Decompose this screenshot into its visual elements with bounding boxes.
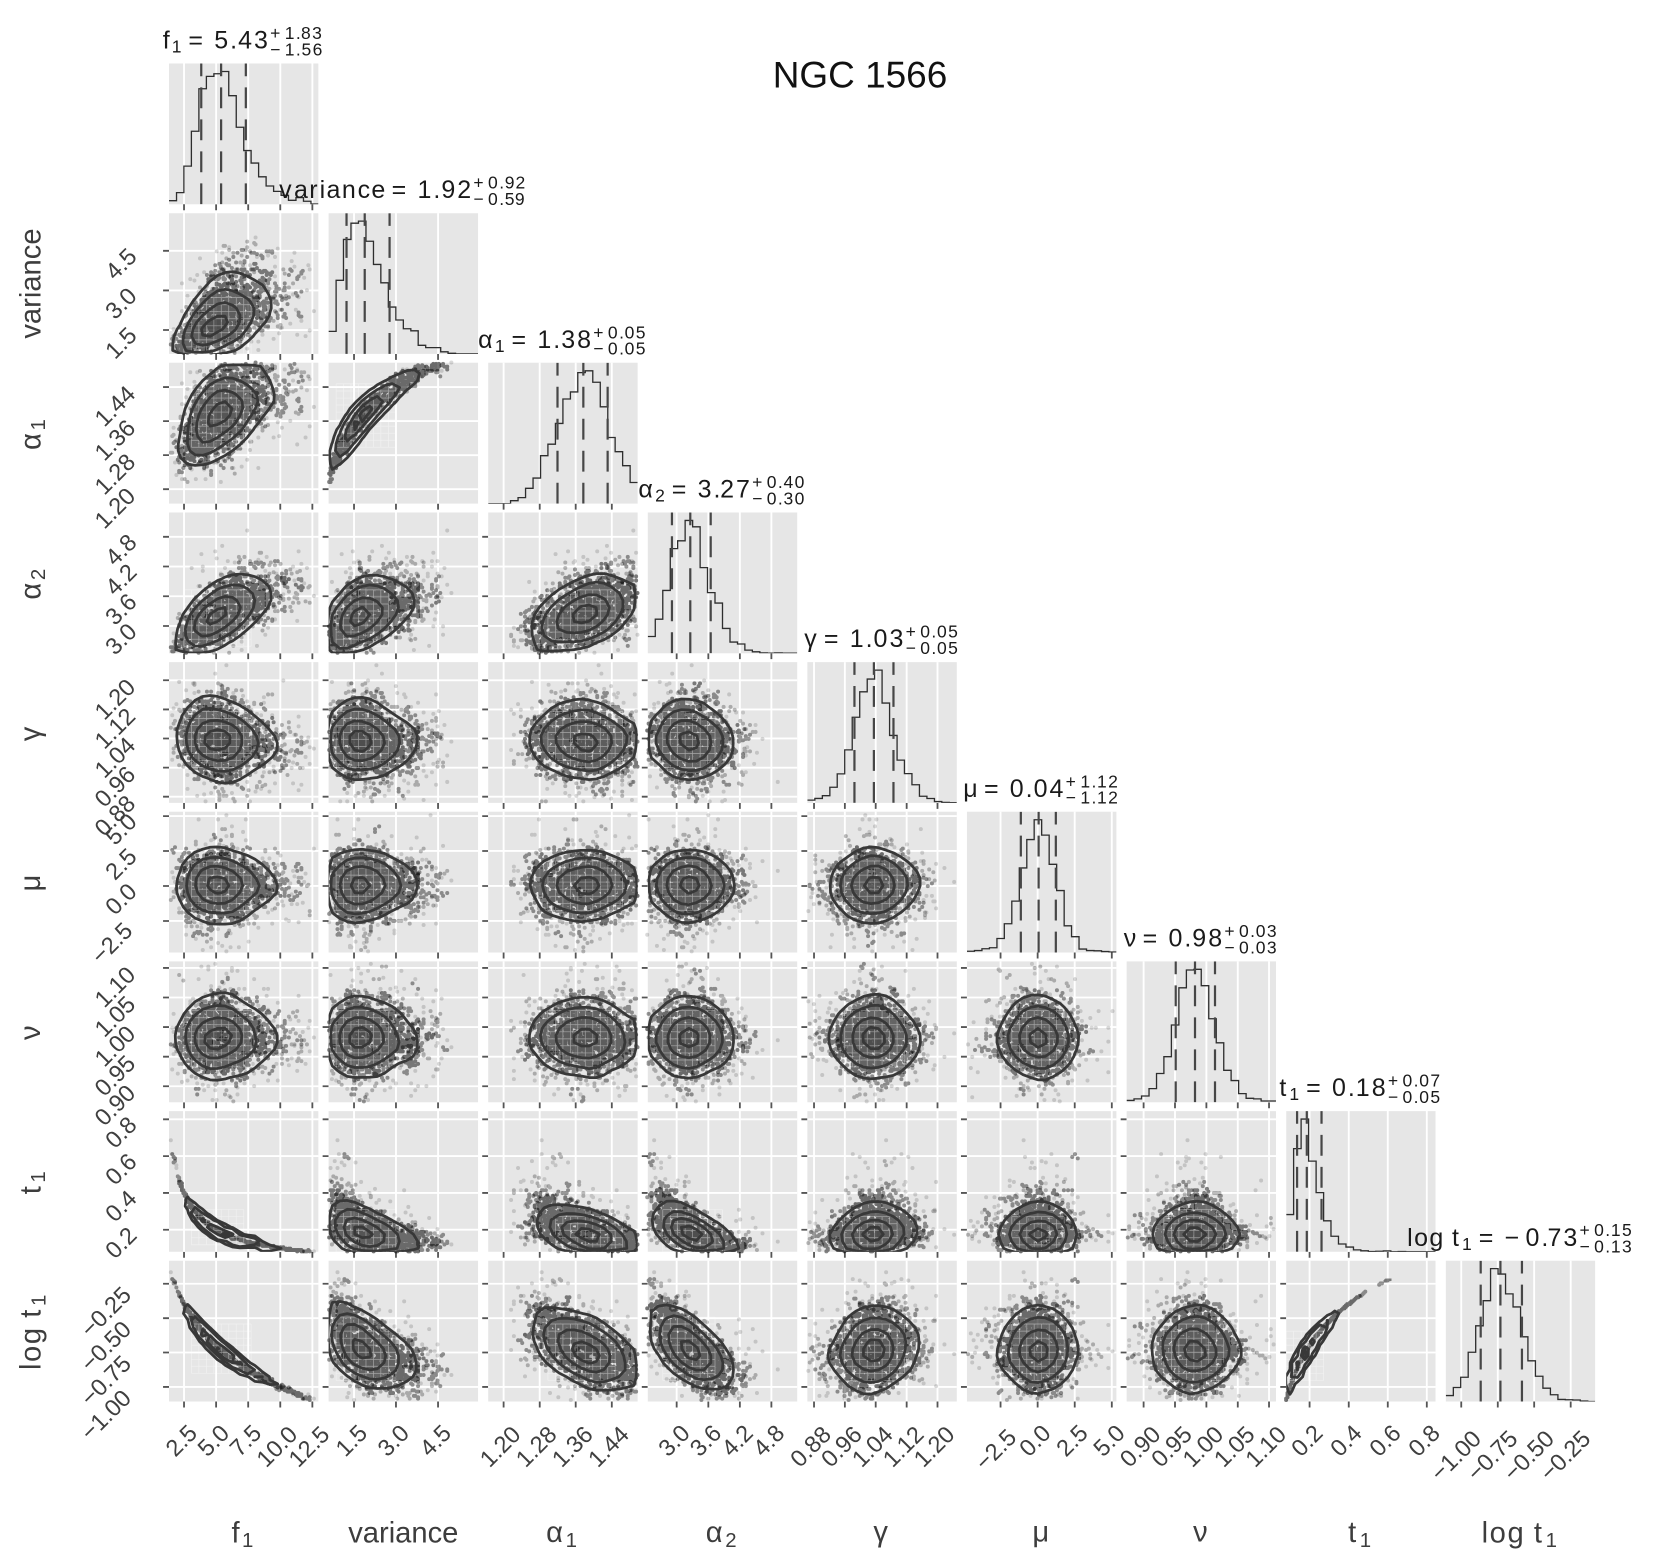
svg-text:γ: γ (15, 721, 47, 741)
svg-text:γ = 1 . 0 3 + − 0 0 . . 0 0 5: γ = 1 . 0 3 + − 0 0 . . 0 0 5 5 (804, 618, 963, 659)
svg-text:α = 1 . 3 8 1 + − 0 0 . . 0 0: α = 1 . 3 8 1 + − 0 0 . . 0 0 5 5 (478, 318, 651, 359)
svg-text:μ: μ (15, 869, 47, 891)
svg-text:f 1: f 1 (231, 1517, 258, 1552)
svg-text:γ: γ (873, 1517, 893, 1549)
svg-text:variance: variance (16, 228, 48, 338)
svg-text:ν: ν (1193, 1517, 1213, 1549)
svg-text:α 1: α 1 (546, 1517, 582, 1552)
svg-text:μ = 0 . 0 4 + − 1 1 . . 1 1 2: μ = 0 . 0 4 + − 1 1 . . 1 1 2 2 (963, 767, 1123, 808)
svg-text:l o g t 1: l o g t 1 (16, 1289, 51, 1370)
svg-text:t = 0 . 1 8 1 + − 0 0 . . 0 0: t = 0 . 1 8 1 + − 0 0 . . 0 0 7 5 (1279, 1067, 1445, 1108)
svg-text:μ: μ (1032, 1517, 1054, 1549)
svg-text:α 2: α 2 (15, 563, 50, 599)
svg-text:α = 3 . 2 7 2 + − 0 0 . . 4 3: α = 3 . 2 7 2 + − 0 0 . . 4 3 0 0 (638, 468, 810, 509)
svg-text:v a r i a n c e = 1 . 9 2 + −: v a r i a n c e = 1 . 9 2 + − 0 0 . . 9 … (279, 169, 531, 210)
svg-text:NGC 1566: NGC 1566 (773, 55, 948, 96)
svg-text:ν: ν (15, 1020, 47, 1040)
svg-text:ν = 0 . 9 8 + − 0 0 . . 0 0 3: ν = 0 . 9 8 + − 0 0 . . 0 0 3 3 (1124, 917, 1282, 958)
svg-text:f = 5 . 4 3 1 + − 1 1 . . 8 5: f = 5 . 4 3 1 + − 1 1 . . 8 5 3 6 (163, 19, 328, 60)
svg-text:α 1: α 1 (15, 414, 50, 450)
svg-text:l o g t 1: l o g t 1 (1482, 1517, 1563, 1552)
svg-text:α 2: α 2 (706, 1517, 742, 1552)
svg-text:t 1: t 1 (15, 1166, 50, 1195)
svg-text:variance: variance (348, 1517, 458, 1549)
svg-text:l o g t = − 0 . 7 3 1 + − 0 0: l o g t = − 0 . 7 3 1 + − 0 0 . . 1 1 5 … (1407, 1216, 1637, 1257)
svg-text:t 1: t 1 (1348, 1517, 1377, 1552)
